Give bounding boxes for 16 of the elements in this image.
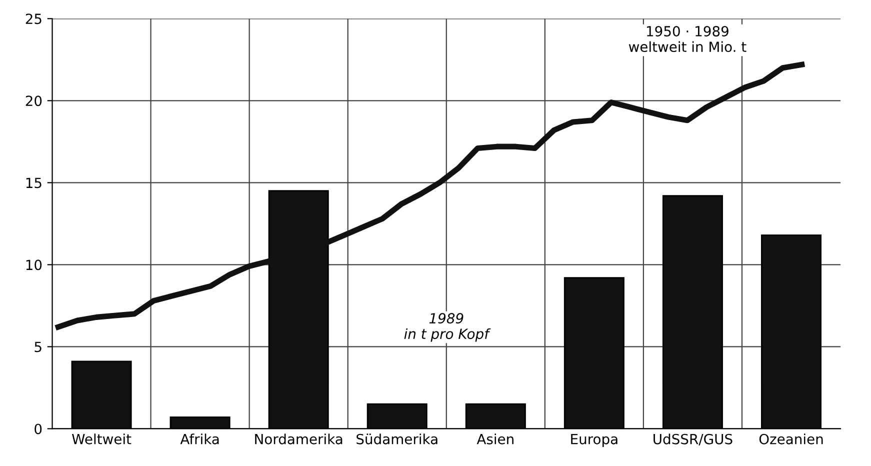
x-tick-label: Weltweit (72, 434, 132, 444)
x-tick-label: Ozeanien (759, 434, 823, 444)
y-tick-label: 0 (34, 424, 42, 434)
x-tick-label: Europa (571, 434, 618, 448)
y-tick-label: 25 (26, 14, 42, 24)
x-tick-label: Asien (476, 434, 514, 444)
text: 1950 · 1989 weltweit in Mio. t (628, 26, 746, 52)
y-tick-label: 15 (26, 178, 42, 188)
x-tick-label: Afrika (180, 434, 219, 444)
x-tick-label: UdSSR/GUS (654, 434, 732, 446)
x-tick-label: Nordamerika (255, 434, 342, 444)
y-tick-label: 10 (26, 260, 42, 270)
text: 1989 in t pro Kopf (404, 313, 491, 342)
y-tick-label: 5 (34, 342, 42, 352)
x-tick-label: Südamerika (356, 434, 438, 444)
y-tick-label: 20 (26, 96, 42, 106)
